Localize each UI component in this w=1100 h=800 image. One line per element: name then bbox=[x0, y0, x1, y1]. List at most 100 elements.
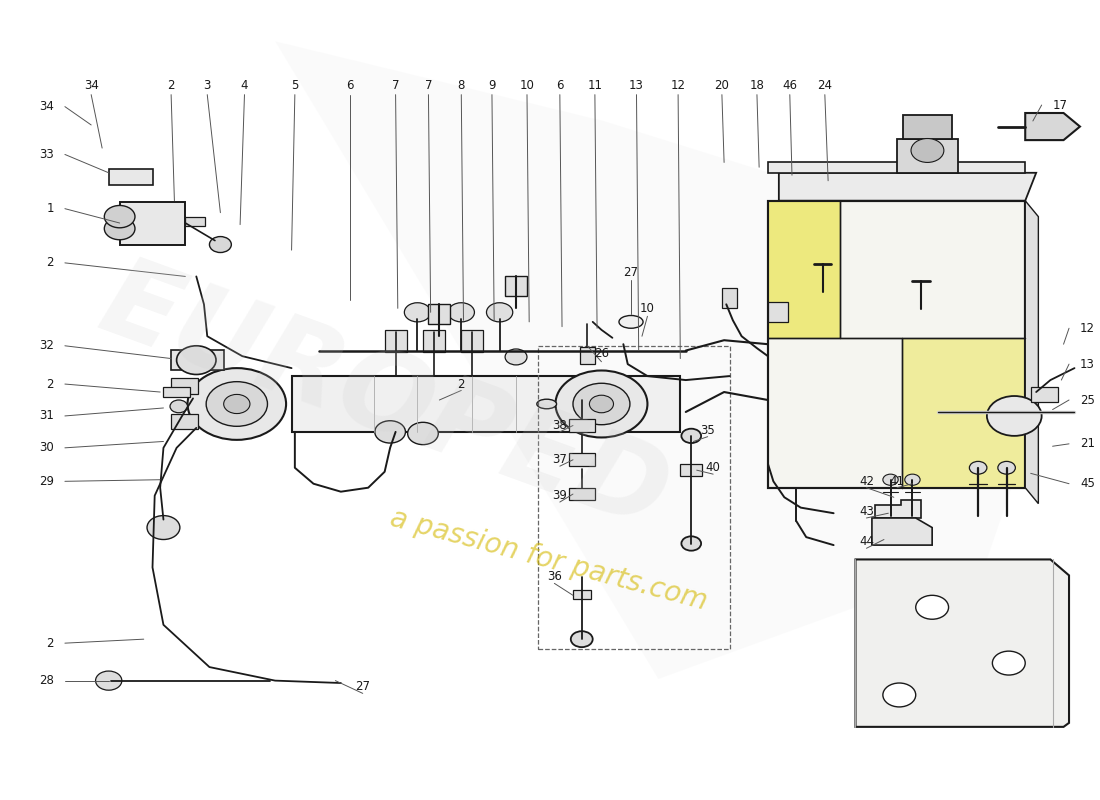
Text: 30: 30 bbox=[40, 442, 54, 454]
Text: 2: 2 bbox=[46, 256, 54, 270]
Ellipse shape bbox=[537, 399, 557, 409]
Text: 27: 27 bbox=[355, 681, 371, 694]
Text: 13: 13 bbox=[1080, 358, 1094, 370]
Text: 12: 12 bbox=[671, 78, 685, 91]
Text: EUROPED: EUROPED bbox=[87, 248, 683, 552]
Circle shape bbox=[104, 218, 135, 240]
Text: 28: 28 bbox=[40, 674, 54, 687]
Polygon shape bbox=[109, 169, 153, 185]
Polygon shape bbox=[164, 387, 189, 397]
Circle shape bbox=[681, 429, 701, 443]
Bar bbox=[1031, 387, 1058, 402]
Circle shape bbox=[187, 368, 286, 440]
Text: 7: 7 bbox=[425, 78, 432, 91]
Text: 11: 11 bbox=[587, 78, 603, 91]
Text: 10: 10 bbox=[640, 302, 654, 315]
Bar bbox=[172, 414, 198, 430]
Circle shape bbox=[987, 396, 1042, 436]
Circle shape bbox=[405, 302, 430, 322]
Text: 25: 25 bbox=[1080, 394, 1094, 406]
Text: 4: 4 bbox=[241, 78, 249, 91]
Circle shape bbox=[571, 631, 593, 647]
Text: 24: 24 bbox=[817, 78, 833, 91]
Circle shape bbox=[104, 206, 135, 228]
Polygon shape bbox=[872, 518, 932, 545]
Polygon shape bbox=[779, 173, 1036, 201]
Bar bbox=[768, 302, 788, 322]
Circle shape bbox=[448, 302, 474, 322]
Text: 17: 17 bbox=[1053, 98, 1068, 111]
Polygon shape bbox=[768, 201, 840, 338]
Circle shape bbox=[408, 422, 438, 445]
Bar bbox=[722, 288, 737, 308]
Bar bbox=[903, 115, 952, 139]
Bar bbox=[505, 277, 527, 296]
Text: 44: 44 bbox=[859, 535, 873, 549]
Bar bbox=[580, 346, 595, 364]
Text: 37: 37 bbox=[552, 454, 568, 466]
Text: 38: 38 bbox=[552, 419, 568, 432]
Text: a passion for parts.com: a passion for parts.com bbox=[387, 503, 711, 615]
Text: 1: 1 bbox=[46, 202, 54, 215]
Text: 33: 33 bbox=[40, 148, 54, 161]
Circle shape bbox=[223, 394, 250, 414]
Text: 12: 12 bbox=[1080, 322, 1094, 334]
Bar bbox=[385, 330, 407, 352]
Text: 5: 5 bbox=[292, 78, 298, 91]
Circle shape bbox=[206, 382, 267, 426]
Text: 36: 36 bbox=[547, 570, 562, 583]
Text: 9: 9 bbox=[488, 78, 496, 91]
Circle shape bbox=[209, 237, 231, 253]
Bar bbox=[569, 419, 595, 432]
Text: 45: 45 bbox=[1080, 478, 1094, 490]
Bar bbox=[896, 139, 958, 173]
Text: 8: 8 bbox=[458, 78, 465, 91]
Polygon shape bbox=[768, 201, 1025, 488]
Polygon shape bbox=[902, 338, 1025, 488]
Polygon shape bbox=[275, 42, 1042, 679]
Circle shape bbox=[573, 383, 630, 425]
Text: 20: 20 bbox=[715, 78, 729, 91]
Circle shape bbox=[915, 595, 948, 619]
Circle shape bbox=[969, 462, 987, 474]
Text: 34: 34 bbox=[40, 100, 54, 113]
Text: 40: 40 bbox=[706, 462, 721, 474]
Text: 34: 34 bbox=[84, 78, 99, 91]
Circle shape bbox=[375, 421, 406, 443]
Text: 39: 39 bbox=[552, 489, 568, 502]
Circle shape bbox=[998, 462, 1015, 474]
Bar bbox=[569, 488, 595, 501]
Text: 6: 6 bbox=[345, 78, 353, 91]
Text: 42: 42 bbox=[859, 475, 873, 488]
Text: 46: 46 bbox=[782, 78, 797, 91]
Polygon shape bbox=[1025, 201, 1038, 504]
Text: 2: 2 bbox=[46, 637, 54, 650]
Text: 41: 41 bbox=[890, 475, 904, 488]
Text: 43: 43 bbox=[859, 505, 873, 518]
Bar bbox=[172, 378, 198, 394]
Bar bbox=[424, 330, 444, 352]
Text: 31: 31 bbox=[40, 410, 54, 422]
Bar bbox=[680, 464, 702, 476]
Circle shape bbox=[883, 683, 915, 707]
Bar bbox=[538, 346, 729, 649]
Text: 32: 32 bbox=[40, 339, 54, 352]
Circle shape bbox=[96, 671, 122, 690]
Text: 18: 18 bbox=[749, 78, 764, 91]
Text: 7: 7 bbox=[392, 78, 399, 91]
Bar bbox=[186, 217, 205, 226]
Text: 29: 29 bbox=[39, 475, 54, 488]
Text: 3: 3 bbox=[204, 78, 211, 91]
Bar bbox=[461, 330, 483, 352]
Polygon shape bbox=[292, 376, 680, 432]
Text: 35: 35 bbox=[701, 424, 715, 437]
Text: 2: 2 bbox=[167, 78, 175, 91]
Bar bbox=[172, 350, 223, 370]
Circle shape bbox=[486, 302, 513, 322]
Text: 6: 6 bbox=[557, 78, 563, 91]
Polygon shape bbox=[856, 559, 1069, 727]
Circle shape bbox=[883, 474, 899, 486]
Text: 27: 27 bbox=[624, 266, 638, 279]
Text: 2: 2 bbox=[458, 378, 465, 390]
Circle shape bbox=[992, 651, 1025, 675]
